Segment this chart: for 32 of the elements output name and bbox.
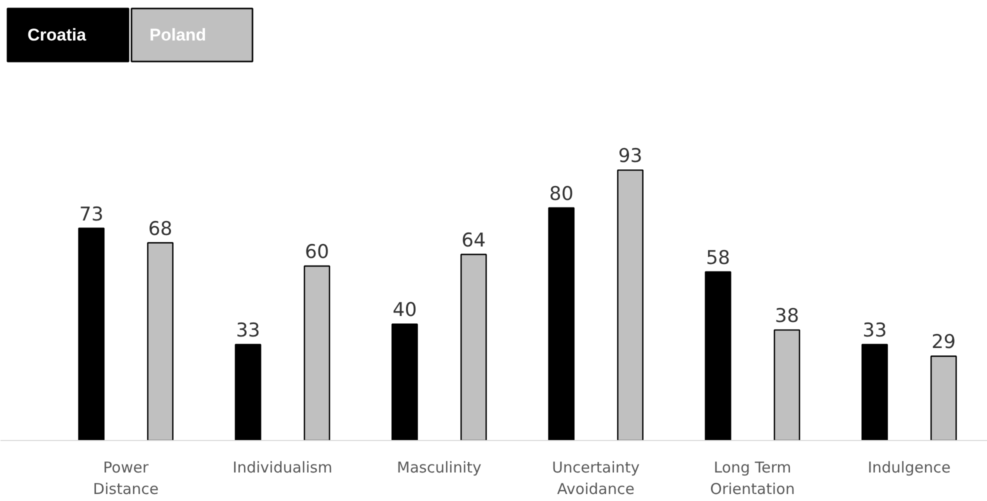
data-label: 60 — [304, 241, 330, 264]
bar — [392, 324, 418, 440]
text: Croatia — [28, 26, 87, 44]
x-tick-label: Uncertainty Avoidance — [552, 458, 640, 498]
bar — [548, 207, 575, 440]
bar — [78, 228, 105, 440]
data-label: 93 — [618, 145, 642, 168]
data-label: 73 — [79, 203, 104, 226]
data-label: 38 — [774, 305, 800, 328]
bar — [234, 344, 262, 440]
bar — [304, 265, 330, 440]
bar — [930, 356, 957, 440]
bar — [704, 271, 732, 440]
bar — [862, 344, 888, 440]
x-tick-label: Individualism — [232, 458, 332, 476]
data-label: 64 — [462, 229, 486, 252]
bar — [147, 242, 174, 440]
x-tick-label: Long Term Orientation — [710, 458, 795, 498]
x-tick-label: Indulgence — [868, 458, 951, 476]
data-label: 29 — [932, 331, 956, 354]
data-label: 80 — [549, 182, 574, 205]
data-label: 40 — [392, 299, 417, 322]
data-label: 68 — [148, 218, 172, 240]
data-label: 33 — [236, 320, 260, 342]
bar — [617, 169, 644, 440]
x-tick-label: Masculinity — [396, 458, 482, 476]
bar — [774, 329, 800, 440]
x-tick-label: Power Distance — [93, 458, 159, 498]
text: Poland — [150, 26, 206, 44]
data-label: 33 — [862, 320, 887, 342]
data-label: 58 — [706, 246, 730, 269]
bar — [460, 254, 487, 440]
